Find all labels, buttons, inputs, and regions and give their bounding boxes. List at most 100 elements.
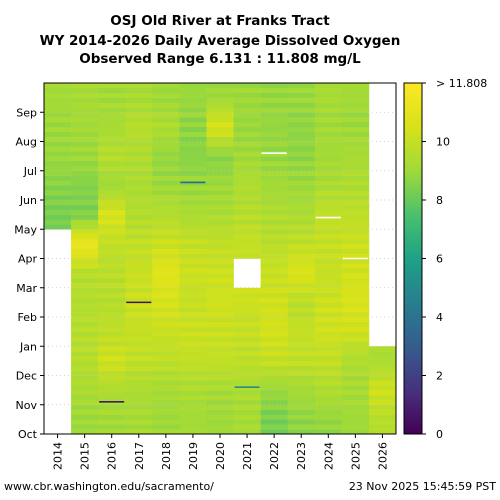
heatmap-cell <box>125 356 153 362</box>
heatmap-cell <box>179 268 207 274</box>
heatmap-cell <box>341 214 370 220</box>
heatmap-cell <box>98 360 126 367</box>
heatmap-cell <box>71 278 99 284</box>
heatmap-cell <box>233 97 261 103</box>
x-tick-label: 2022 <box>268 442 281 470</box>
heatmap-cell <box>152 380 180 386</box>
heatmap-cell <box>179 209 207 215</box>
heatmap-cell <box>152 370 180 376</box>
heatmap-cell <box>314 161 343 167</box>
heatmap-cell <box>71 317 99 323</box>
heatmap-cell <box>368 419 397 425</box>
heatmap-cell <box>233 102 261 108</box>
heatmap-cell <box>152 429 180 435</box>
heatmap-cell <box>287 243 316 250</box>
heatmap-cell <box>179 248 207 254</box>
heatmap-cell <box>260 390 288 396</box>
heatmap-cell <box>71 326 99 332</box>
heatmap-cell <box>125 375 153 381</box>
heatmap-cell <box>314 365 343 371</box>
heatmap-cell <box>71 360 99 367</box>
heatmap-cell <box>125 102 153 108</box>
heatmap-cell <box>341 312 370 318</box>
heatmap-cell <box>206 424 234 430</box>
heatmap-cell <box>341 375 370 381</box>
heatmap-cell <box>341 161 370 167</box>
heatmap-cell <box>125 336 153 342</box>
heatmap-cell <box>206 404 234 410</box>
heatmap-cell <box>179 102 207 108</box>
heatmap-cell <box>179 126 207 133</box>
heatmap-cell <box>44 112 72 118</box>
heatmap-cell <box>260 165 288 172</box>
heatmap-cell <box>314 219 343 225</box>
heatmap-cell <box>179 107 207 113</box>
heatmap-cell <box>71 165 99 172</box>
heatmap-cell <box>287 131 316 137</box>
heatmap-cell <box>71 346 99 352</box>
heatmap-cell <box>71 336 99 342</box>
heatmap-cell <box>368 356 397 362</box>
heatmap-cell <box>125 380 153 386</box>
heatmap-cell <box>314 97 343 103</box>
heatmap-cell <box>260 331 288 337</box>
heatmap-cell <box>125 399 153 406</box>
heatmap-cell <box>314 195 343 201</box>
heatmap-cell <box>260 263 288 269</box>
heatmap-cell <box>341 92 370 98</box>
heatmap-cell <box>179 336 207 342</box>
heatmap-cell <box>233 175 261 181</box>
heatmap-cell <box>341 395 370 401</box>
heatmap-cell <box>44 151 72 157</box>
y-tick-label: Jun <box>19 194 37 207</box>
heatmap-cell <box>152 102 180 108</box>
heatmap-cell <box>206 165 234 172</box>
heatmap-cell <box>98 263 126 269</box>
heatmap-cell <box>341 419 370 425</box>
heatmap-cell <box>71 126 99 133</box>
heatmap-cell <box>125 429 153 435</box>
heatmap-cell <box>341 248 370 254</box>
heatmap-cell <box>206 107 234 113</box>
heatmap-cell <box>287 204 316 211</box>
heatmap-cell <box>260 370 288 376</box>
x-tick-label: 2024 <box>322 442 335 470</box>
heatmap-cell <box>125 360 153 367</box>
heatmap-cell <box>98 414 126 420</box>
heatmap-cell <box>71 385 99 391</box>
heatmap-cell <box>206 302 234 308</box>
heatmap-cell <box>233 112 261 118</box>
heatmap-cell <box>287 297 316 303</box>
heatmap-cell <box>98 321 126 328</box>
heatmap-cell <box>368 346 397 352</box>
heatmap-cell <box>206 365 234 371</box>
heatmap-cell <box>233 380 261 386</box>
heatmap-cell <box>206 336 234 342</box>
heatmap-cell <box>44 146 72 152</box>
heatmap-cell <box>44 117 72 123</box>
heatmap-cell <box>125 258 153 264</box>
footer-timestamp: 23 Nov 2025 15:45:59 PST <box>349 480 496 493</box>
heatmap-cell <box>98 380 126 386</box>
heatmap-cell <box>71 87 99 94</box>
heatmap-cell <box>179 136 207 142</box>
heatmap-cell <box>206 429 234 435</box>
colorbar-top-label: > 11.808 <box>436 77 487 90</box>
heatmap-cell <box>233 312 261 318</box>
heatmap-cell <box>287 346 316 352</box>
heatmap-cell <box>71 297 99 303</box>
heatmap-cell <box>341 341 370 347</box>
heatmap-cell <box>233 346 261 352</box>
heatmap-cell <box>206 292 234 298</box>
heatmap-cell <box>98 126 126 133</box>
heatmap-cell <box>71 209 99 215</box>
heatmap-cell <box>44 136 72 142</box>
heatmap-cell <box>179 297 207 303</box>
heatmap-cell <box>44 122 72 128</box>
heatmap-cell <box>287 258 316 264</box>
heatmap-cell <box>125 390 153 396</box>
heatmap-cell <box>152 365 180 371</box>
heatmap-cell <box>179 414 207 420</box>
heatmap-cell <box>44 219 72 225</box>
heatmap-cell <box>98 102 126 108</box>
